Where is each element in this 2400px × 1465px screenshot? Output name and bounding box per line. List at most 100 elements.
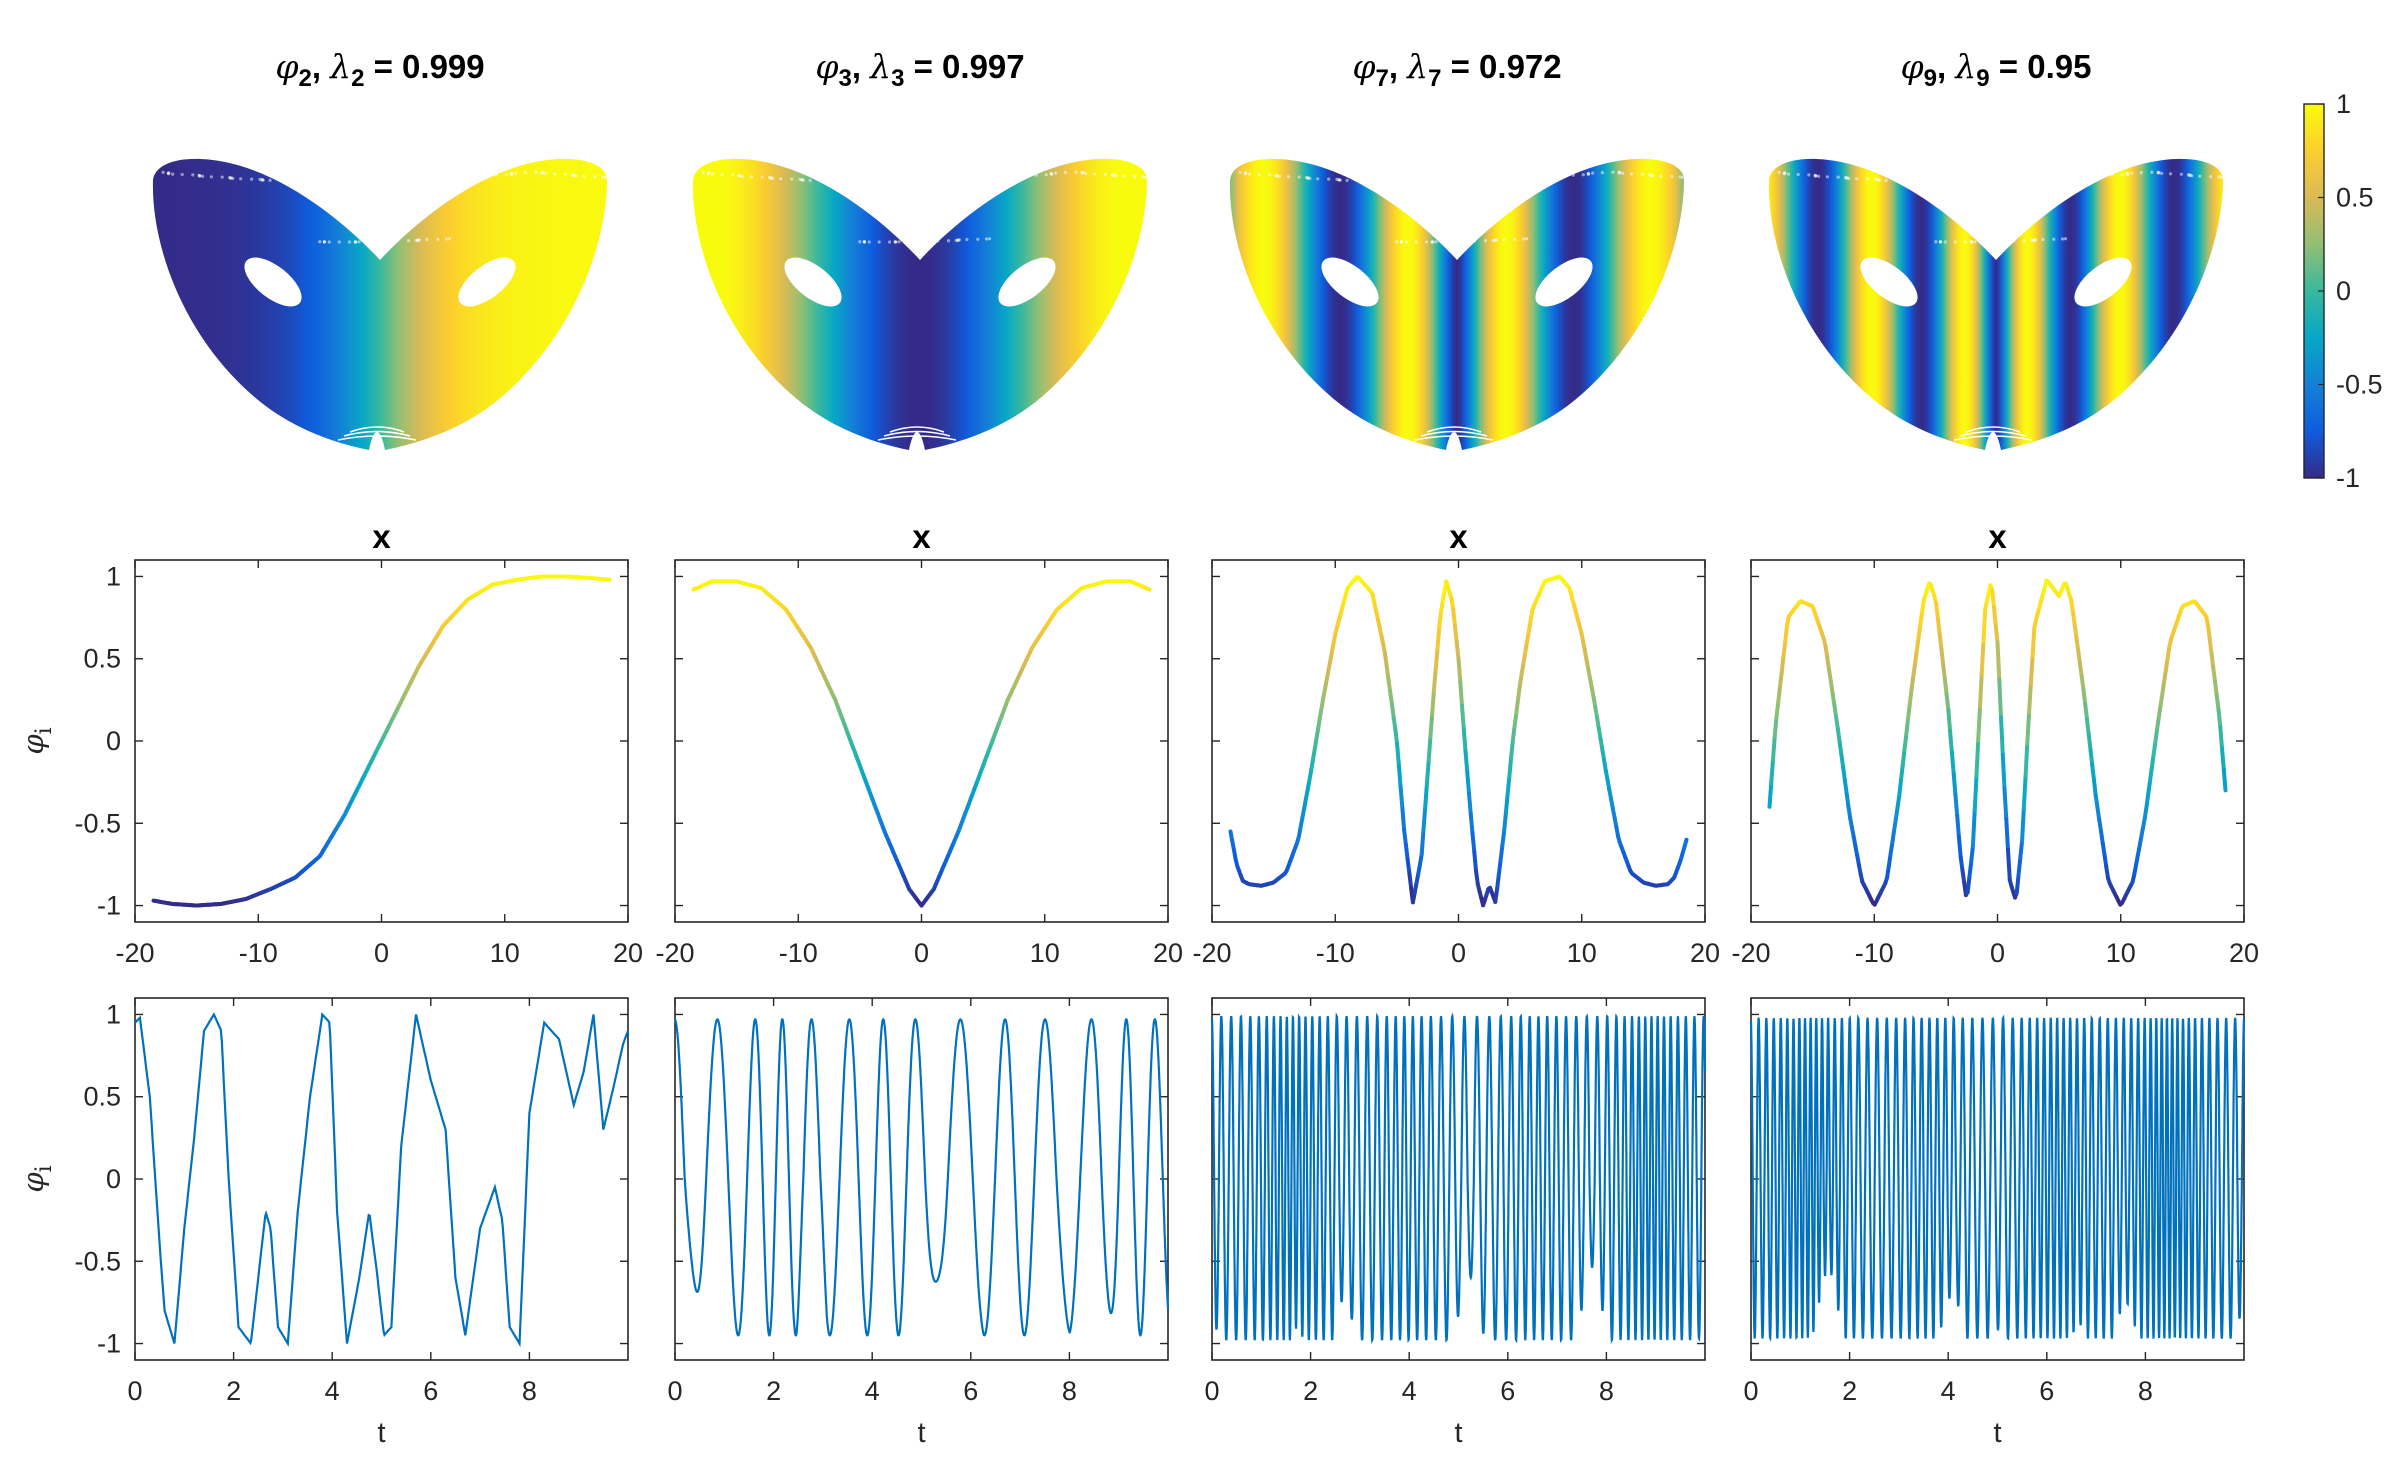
phi7-vs-x-segment (1430, 688, 1436, 716)
phi9-vs-x-segment (2027, 682, 2033, 715)
phi7-vs-t-xtick-label: 6 (1500, 1376, 1515, 1406)
phi2-vs-x-xtick-label: -20 (115, 938, 154, 968)
phi7-vs-x-segment (1474, 868, 1480, 887)
phi9-vs-x-xtick-label: -20 (1731, 938, 1770, 968)
phi2-vs-t-series-line (134, 1012, 630, 1348)
phi9-vs-x-segment (1981, 607, 1988, 644)
phi7-vs-x-segment (1400, 806, 1407, 832)
phi9-vs-x-segment (1935, 616, 1942, 636)
phi3-vs-t-xlabel: t (917, 1417, 925, 1449)
phi9-vs-x-segment (2072, 622, 2079, 640)
phi9-vs-x-segment (2144, 791, 2151, 809)
attractor-phi2-fill (152, 158, 607, 451)
phi9-vs-x-segment (1951, 771, 1958, 797)
phi9-vs-x-xtick-label: -10 (1855, 938, 1894, 968)
phi7-vs-x-segment (1509, 737, 1515, 760)
phi9-vs-x-segment (1774, 699, 1781, 720)
phi9-vs-x-segment (1995, 640, 2002, 682)
phi7-vs-t-xtick-label: 0 (1204, 1376, 1219, 1406)
attractor-phi7-hole-left (1321, 257, 1379, 307)
phi9-vs-x-segment (1902, 732, 1909, 752)
phi7-vs-x-segment (1431, 667, 1438, 693)
attractor-phi2-ripple (343, 430, 411, 437)
phi9-vs-x-segment (2220, 746, 2226, 772)
phi7-vs-x-segment (1419, 828, 1426, 857)
phi7-vs-x-segment (1463, 749, 1470, 775)
phi7-vs-x-segment (1496, 858, 1503, 877)
phi3-vs-x-xtick-label: 10 (1030, 938, 1060, 968)
phi9-vs-x-segment (1969, 844, 1975, 865)
attractor-phi2-edge-dots (151, 170, 607, 244)
phi9-vs-x-segment (2214, 693, 2221, 712)
phi9-vs-x-segment (1767, 781, 1774, 809)
phi7-vs-x-segment (1500, 829, 1507, 848)
phi3-vs-x-axes: -20 -10 0 10 20 x (655, 518, 1183, 968)
attractor-phi2-hole-right (458, 257, 516, 307)
phi9-vs-x-segment (1769, 758, 1775, 786)
phi9-vs-t-xtick-label: 4 (1941, 1376, 1956, 1406)
phi7-vs-x-segment (1395, 741, 1401, 768)
phi2-vs-t-xtick-label: 8 (522, 1376, 537, 1406)
phi9-vs-x-axes: -20 -10 0 10 20 x (1731, 518, 2259, 968)
phi9-vs-x-segment (1999, 715, 2005, 757)
phi9-vs-x-segment (2020, 806, 2026, 843)
attractor-phi2 (151, 158, 607, 451)
attractor-phi3-edge-dots (691, 170, 1147, 244)
phi9-vs-x-segment (1904, 717, 1910, 737)
phi9-vs-x-segment (1978, 672, 1984, 709)
phi2-vs-x-ylabel: φi (16, 727, 57, 754)
phi9-vs-x-segment (2028, 654, 2035, 687)
attractor-phi2-hole-left (244, 257, 302, 307)
phi7-vs-x-segment (1391, 715, 1398, 732)
attractor-phi3-hole-left (784, 257, 842, 307)
attractor-phi3-ripple (883, 430, 951, 437)
phi7-vs-x-segment (1398, 784, 1405, 811)
phi7-vs-x-segment (1388, 689, 1394, 707)
phi9-vs-x-segment (2206, 623, 2212, 642)
phi7-vs-x-segment (1437, 610, 1443, 630)
phi7-vs-x-segment (1503, 792, 1510, 816)
phi9-vs-x-segment (2085, 717, 2091, 737)
phi9-vs-x-segment (2092, 778, 2098, 798)
phi9-vs-x-segment (2018, 838, 2025, 860)
phi7-vs-x-segment (1461, 727, 1468, 754)
phi3-vs-x-segment (1145, 586, 1152, 592)
phi2-vs-x-series (151, 574, 612, 908)
phi9-vs-x-title: x (1988, 518, 2007, 555)
phi7-vs-x-segment (1424, 758, 1431, 786)
attractor-phi7-fill (1229, 158, 1684, 451)
phi9-vs-x-segment (1948, 729, 1954, 755)
phi7-vs-x-segment (1428, 711, 1435, 740)
attractor-phi9-ripple (1959, 430, 2027, 437)
phi9-vs-x-segment (1958, 855, 1965, 872)
phi3-vs-t-xtick-label: 2 (766, 1376, 781, 1406)
phi9-vs-x-segment (1942, 677, 1949, 697)
phi7-vs-x-segment (1505, 774, 1512, 797)
phi7-vs-x-segment (1402, 827, 1408, 847)
phi7-vs-x-segment (1433, 646, 1440, 672)
phi2-vs-x-xtick-label: -10 (239, 938, 278, 968)
phi9-vs-x-segment (1844, 791, 1851, 809)
phi7-vs-x-xtick-label: -10 (1316, 938, 1355, 968)
phi7-vs-x-segment (1472, 850, 1478, 873)
phi9-vs-x-segment (1937, 631, 1944, 651)
phi9-vs-x-segment (2093, 793, 2100, 810)
attractor-phi9-fill (1768, 158, 2223, 451)
phi9-vs-t-series-line (1749, 1013, 2246, 1343)
phi9-vs-x-segment (2014, 873, 2021, 895)
phi7-vs-x-segment (1514, 696, 1521, 715)
attractor-phi7-edge-dots (1228, 170, 1684, 244)
phi9-vs-x-segment (2211, 665, 2217, 684)
phi3-vs-x-xtick-label: -10 (779, 938, 818, 968)
phi9-vs-x-segment (2086, 732, 2093, 752)
phi7-vs-x-segment (1435, 625, 1442, 651)
phi9-vs-x-segment (1934, 601, 1940, 621)
phi7-vs-t-xtick-label: 4 (1402, 1376, 1417, 1406)
phi9-vs-x-segment (1918, 609, 1925, 627)
attractor-phi3-fill (692, 158, 1147, 451)
phi3-vs-x-xtick-label: -20 (655, 938, 694, 968)
phi9-vs-x-segment (1839, 752, 1846, 770)
phi9-vs-x-segment (1778, 669, 1784, 689)
phi3-vs-t-xtick-label: 8 (1062, 1376, 1077, 1406)
phi7-vs-x-axes: -20 -10 0 10 20 x (1192, 518, 1720, 968)
